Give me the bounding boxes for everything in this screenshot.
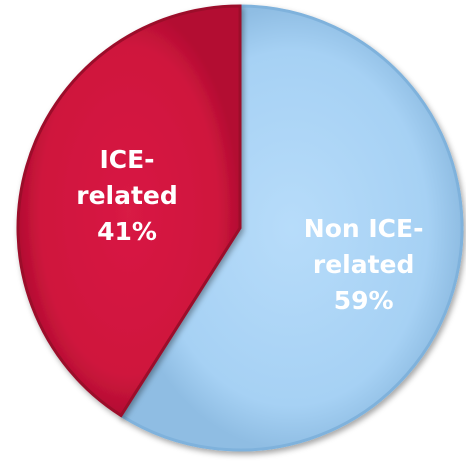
slice-value-label: 41% [97, 217, 157, 246]
slice-category-label: related [313, 250, 415, 279]
pie-labels: Non ICE-related 59% ICE-related 41% [76, 145, 423, 315]
slice-value-label: 59% [334, 286, 394, 315]
pie-slice-non-ice-related [118, 4, 464, 452]
slice-label-ice-related: ICE-related 41% [76, 145, 178, 246]
slice-category-label: Non ICE- [304, 214, 424, 243]
pie-slices [16, 4, 464, 452]
slice-category-label: related [76, 181, 178, 210]
pie-slice-ice-related [16, 4, 242, 418]
slice-category-label: ICE- [99, 145, 154, 174]
slice-label-non-ice-related: Non ICE-related 59% [304, 214, 424, 315]
